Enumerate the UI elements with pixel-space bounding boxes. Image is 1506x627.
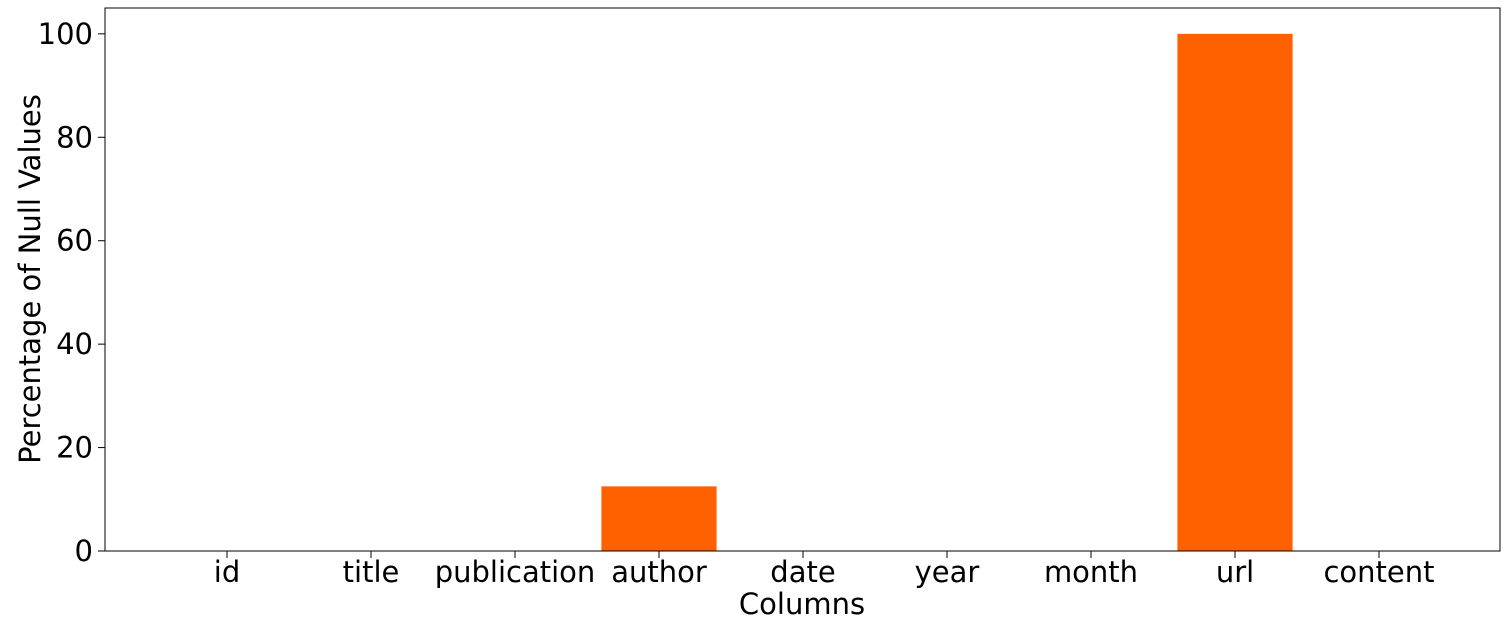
x-tick-label-author: author <box>611 555 707 589</box>
plot-frame <box>104 7 1501 552</box>
y-tick-label-80: 80 <box>56 120 93 154</box>
x-tick-label-content: content <box>1323 555 1434 589</box>
x-tick-label-url: url <box>1216 555 1254 589</box>
bar-url <box>1177 33 1293 552</box>
bar-author <box>601 486 717 551</box>
y-tick-label-100: 100 <box>38 17 93 51</box>
x-tick-label-month: month <box>1044 555 1138 589</box>
y-tick-label-0: 0 <box>75 534 93 568</box>
y-ticks-layer: 0 20 40 60 80 100 <box>38 17 105 568</box>
x-tick-label-title: title <box>343 555 400 589</box>
x-tick-label-date: date <box>770 555 835 589</box>
bars-layer <box>601 33 1293 552</box>
x-tick-label-year: year <box>915 555 980 589</box>
y-tick-label-20: 20 <box>56 431 93 465</box>
y-axis-title: Percentage of Null Values <box>13 94 47 464</box>
x-tick-label-id: id <box>214 555 240 589</box>
x-axis-title: Columns <box>739 587 865 621</box>
x-ticks-layer: id title publication author date year month url… <box>214 551 1435 589</box>
x-tick-label-publication: publication <box>435 555 596 589</box>
y-tick-label-40: 40 <box>56 327 93 361</box>
y-tick-label-60: 60 <box>56 224 93 258</box>
